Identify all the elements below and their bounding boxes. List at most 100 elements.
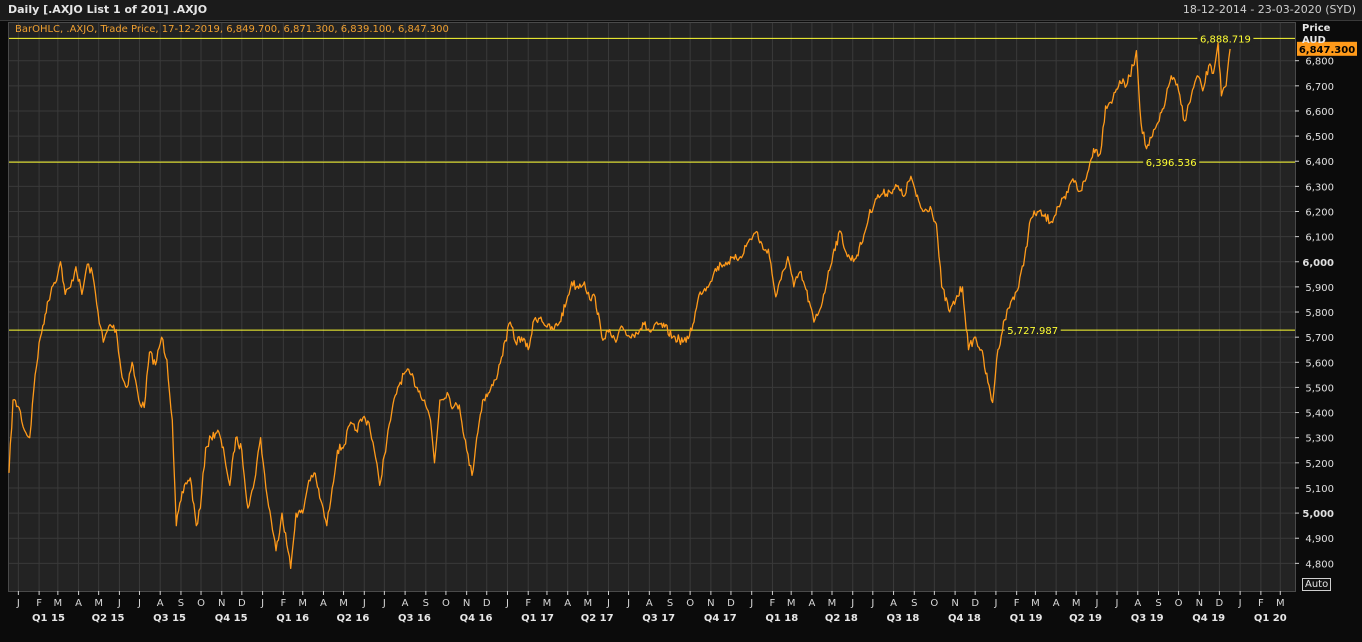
y-tick-label: 6,600 xyxy=(1305,107,1334,118)
month-tick-label: J xyxy=(505,598,509,609)
y-tick-label: 5,800 xyxy=(1305,308,1334,319)
level-label-bg xyxy=(1143,155,1200,169)
month-tick-label: J xyxy=(850,598,854,609)
last-price-bg xyxy=(1297,41,1357,56)
month-tick-label: J xyxy=(117,598,121,609)
month-tick-label: S xyxy=(667,598,673,609)
y-tick-label: 6,500 xyxy=(1305,132,1334,143)
month-tick-label: J xyxy=(362,598,366,609)
month-tick-label: M xyxy=(1031,598,1040,609)
y-tick-label: 5,700 xyxy=(1305,333,1334,344)
y-axis-ticks: 4,800 4,900 5,000 5,100 5,200 5,300 5,400 5,500… xyxy=(1295,57,1334,570)
month-tick-label: J xyxy=(1238,598,1242,609)
month-tick-label: J xyxy=(260,598,264,609)
month-tick-label: M xyxy=(787,598,796,609)
month-tick-label: N xyxy=(463,598,470,609)
currency-label: AUD xyxy=(1302,35,1326,46)
month-tick-label: J xyxy=(137,598,141,609)
month-tick-label: D xyxy=(727,598,735,609)
month-tick-label: M xyxy=(298,598,307,609)
chart-title: Daily [.AXJO List 1 of 201] .AXJO xyxy=(8,3,208,16)
quarter-tick-label: Q1 18 xyxy=(765,613,798,624)
month-tick-label: D xyxy=(483,598,491,609)
level-label-bg xyxy=(1197,31,1254,45)
month-tick-label: N xyxy=(1196,598,1203,609)
ohlc-legend: BarOHLC, .AXJO, Trade Price, 17-12-2019,… xyxy=(15,24,449,35)
y-tick-label: 6,200 xyxy=(1305,207,1334,218)
month-tick-label: J xyxy=(1115,598,1119,609)
month-tick-label: A xyxy=(75,598,82,609)
month-tick-label: M xyxy=(54,598,63,609)
y-tick-label: 6,800 xyxy=(1305,57,1334,68)
month-tick-label: A xyxy=(402,598,409,609)
quarter-tick-label: Q3 19 xyxy=(1131,613,1164,624)
plot-area[interactable] xyxy=(8,22,1296,592)
month-tick-label: M xyxy=(1072,598,1081,609)
auto-scale-button[interactable]: Auto xyxy=(1302,578,1332,591)
quarter-tick-label: Q2 16 xyxy=(336,613,369,624)
month-tick-label: J xyxy=(749,598,753,609)
month-tick-label: D xyxy=(238,598,246,609)
month-tick-label: D xyxy=(971,598,979,609)
month-tick-label: O xyxy=(930,598,938,609)
date-range: 18-12-2014 - 23-03-2020 (SYD) xyxy=(1182,3,1356,16)
month-tick-label: M xyxy=(583,598,592,609)
quarter-tick-label: Q1 19 xyxy=(1010,613,1043,624)
month-tick-label: J xyxy=(1094,598,1098,609)
y-tick-label: 5,400 xyxy=(1305,409,1334,420)
quarter-tick-label: Q4 16 xyxy=(460,613,493,624)
last-price-marker: 6,847.300 xyxy=(1297,41,1357,56)
month-tick-label: A xyxy=(1053,598,1060,609)
y-tick-label: 5,000 xyxy=(1302,509,1334,520)
month-tick-label: N xyxy=(951,598,958,609)
month-tick-label: A xyxy=(1134,598,1141,609)
level-label: 5,727.987 xyxy=(1007,326,1058,337)
y-tick-label: 4,900 xyxy=(1305,534,1334,545)
y-tick-label: 6,100 xyxy=(1305,233,1334,244)
quarter-tick-label: Q4 19 xyxy=(1192,613,1225,624)
month-tick-label: F xyxy=(525,598,531,609)
quarter-tick-label: Q2 19 xyxy=(1069,613,1102,624)
quarter-tick-label: Q1 16 xyxy=(276,613,309,624)
month-tick-label: S xyxy=(423,598,429,609)
quarter-tick-label: Q3 16 xyxy=(398,613,431,624)
month-tick-label: M xyxy=(339,598,348,609)
title-bar: Daily [.AXJO List 1 of 201] .AXJO 18-12-… xyxy=(0,0,1362,21)
quarter-tick-label: Q1 20 xyxy=(1254,613,1287,624)
last-price-label: 6,847.300 xyxy=(1299,45,1355,56)
y-tick-label: 6,000 xyxy=(1302,258,1334,269)
price-axis-label: Price xyxy=(1302,23,1331,34)
month-tick-label: A xyxy=(564,598,571,609)
month-tick-label: F xyxy=(36,598,42,609)
horizontal-levels: 6,888.719 6,396.536 5,727.987 xyxy=(9,31,1295,337)
quarter-tick-label: Q3 18 xyxy=(886,613,919,624)
month-tick-label: M xyxy=(543,598,552,609)
y-tick-label: 6,400 xyxy=(1305,157,1334,168)
quarter-tick-label: Q4 17 xyxy=(704,613,737,624)
month-tick-label: J xyxy=(870,598,874,609)
y-axis-header: Price AUD xyxy=(1302,23,1330,47)
month-tick-label: A xyxy=(808,598,815,609)
quarter-tick-label: Q3 15 xyxy=(153,613,186,624)
level-label: 6,396.536 xyxy=(1146,158,1197,169)
month-tick-label: O xyxy=(1175,598,1183,609)
y-tick-label: 5,500 xyxy=(1305,383,1334,394)
month-tick-label: J xyxy=(993,598,997,609)
quarter-tick-label: Q4 18 xyxy=(948,613,981,624)
y-tick-label: 5,200 xyxy=(1305,459,1334,470)
month-tick-label: A xyxy=(320,598,327,609)
month-tick-label: J xyxy=(16,598,20,609)
month-tick-label: N xyxy=(218,598,225,609)
month-tick-label: J xyxy=(626,598,630,609)
month-tick-label: F xyxy=(280,598,286,609)
quarter-tick-label: Q2 15 xyxy=(92,613,125,624)
month-tick-label: J xyxy=(606,598,610,609)
month-tick-label: O xyxy=(442,598,450,609)
y-tick-label: 5,600 xyxy=(1305,358,1334,369)
level-label-bg xyxy=(1004,323,1061,337)
month-tick-label: A xyxy=(890,598,897,609)
month-tick-label: A xyxy=(157,598,164,609)
